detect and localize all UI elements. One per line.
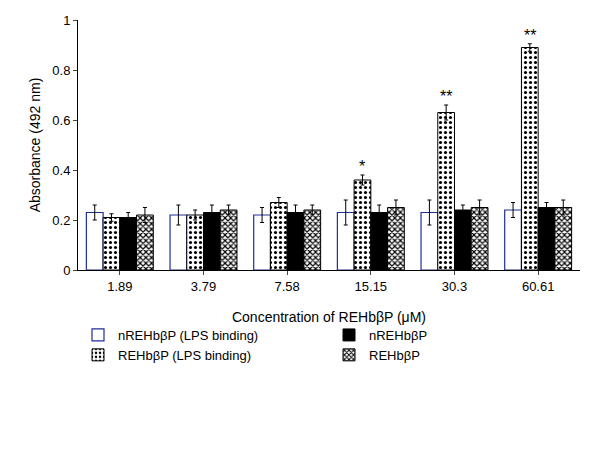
svg-text:**: **: [440, 88, 452, 105]
svg-text:nREHbβP (LPS binding): nREHbβP (LPS binding): [118, 328, 258, 343]
svg-text:Concentration of REHbβP (μM): Concentration of REHbβP (μM): [232, 309, 426, 325]
svg-text:*: *: [359, 158, 365, 175]
svg-text:REHbβP: REHbβP: [369, 348, 420, 363]
svg-text:1.89: 1.89: [107, 279, 132, 294]
svg-text:1: 1: [63, 13, 70, 28]
svg-text:30.3: 30.3: [442, 279, 467, 294]
svg-text:3.79: 3.79: [191, 279, 216, 294]
svg-text:**: **: [524, 27, 536, 44]
svg-text:0: 0: [63, 263, 70, 278]
svg-text:60.61: 60.61: [522, 279, 555, 294]
svg-text:0.2: 0.2: [52, 213, 70, 228]
svg-text:15.15: 15.15: [355, 279, 388, 294]
svg-text:0.4: 0.4: [52, 163, 70, 178]
svg-text:0.8: 0.8: [52, 63, 70, 78]
svg-text:Absorbance (492 nm): Absorbance (492 nm): [27, 78, 43, 213]
svg-text:0.6: 0.6: [52, 113, 70, 128]
svg-text:7.58: 7.58: [275, 279, 300, 294]
svg-text:REHbβP (LPS binding): REHbβP (LPS binding): [118, 348, 251, 363]
svg-text:nREHbβP: nREHbβP: [369, 328, 427, 343]
